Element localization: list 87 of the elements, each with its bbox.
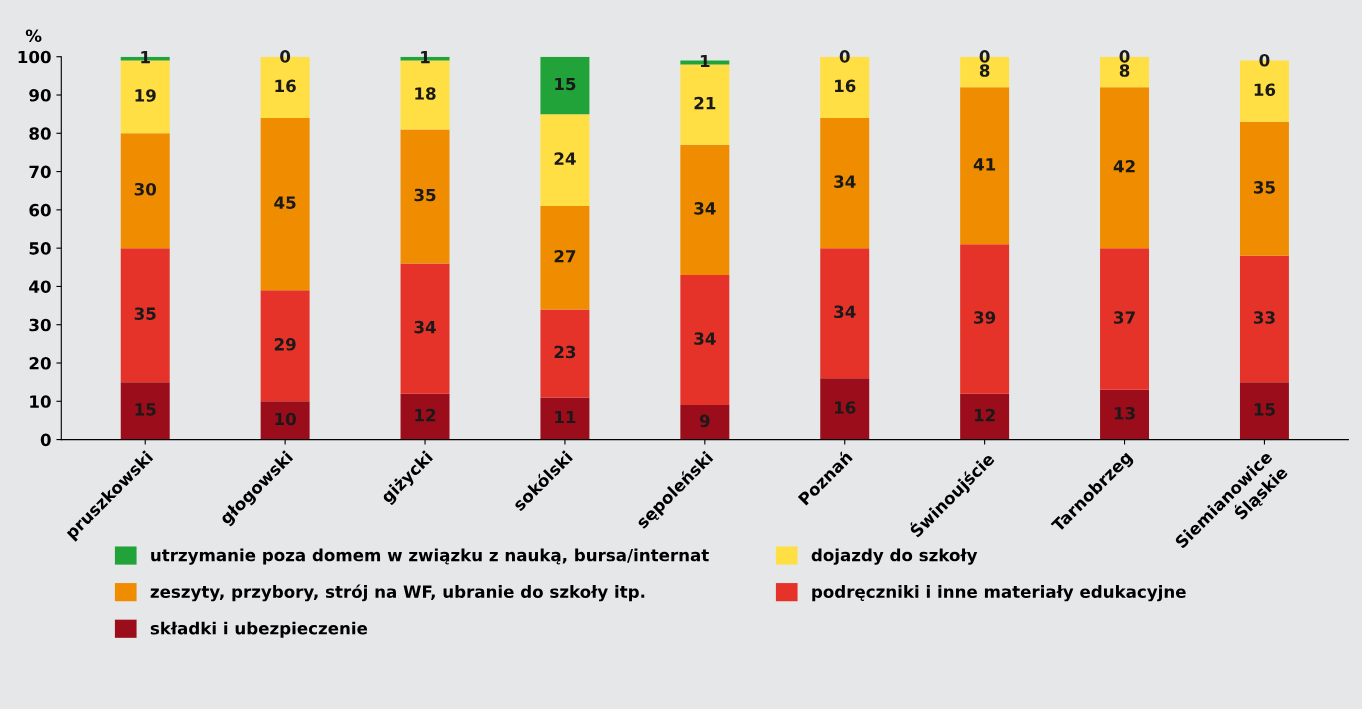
y-tick-label: 0 (40, 433, 51, 447)
bar (680, 274, 730, 406)
data-label: 37 (1114, 311, 1135, 324)
bar (400, 263, 450, 394)
data-label: 35 (414, 188, 436, 202)
data-label: 16 (275, 79, 296, 93)
bar (1239, 382, 1289, 440)
data-label: 34 (414, 320, 436, 334)
data-label: 1 (141, 51, 150, 64)
data-label: 13 (1114, 406, 1135, 420)
bar (820, 117, 870, 249)
data-label: 12 (415, 408, 436, 422)
data-label: 1 (421, 51, 430, 64)
data-label: 30 (134, 182, 157, 196)
data-label: 8 (979, 64, 990, 77)
data-label: 11 (555, 410, 576, 424)
data-label: 41 (973, 158, 996, 171)
bar (1100, 87, 1150, 249)
data-label: 33 (1253, 311, 1275, 324)
data-label: 29 (274, 338, 296, 351)
bar (1100, 248, 1150, 390)
bar (680, 144, 730, 275)
legend-label: podręczniki i inne materiały edukacyjne (812, 585, 1186, 602)
data-label: 35 (134, 307, 156, 320)
data-label: 16 (835, 79, 856, 93)
bar (680, 405, 730, 440)
data-label: 1 (700, 54, 710, 68)
data-label: 19 (135, 89, 156, 102)
bar (400, 129, 450, 264)
y-tick-label: 90 (29, 88, 51, 102)
y-tick-label: 80 (29, 127, 51, 140)
y-tick-label: 30 (29, 318, 51, 332)
bar (540, 56, 590, 115)
bar (400, 393, 450, 440)
bar (540, 309, 590, 398)
legend-label: składki i ubezpieczenie (150, 621, 368, 638)
y-tick-label: 100 (18, 50, 51, 64)
bar (820, 378, 870, 440)
y-axis-title: % (25, 29, 42, 43)
y-tick-label: 60 (29, 203, 51, 217)
bar (960, 244, 1010, 394)
bar (120, 248, 170, 383)
bar (260, 290, 310, 402)
y-tick-label: 40 (29, 280, 51, 294)
data-label: 34 (834, 175, 856, 188)
data-label: 34 (694, 332, 716, 345)
data-label: 21 (694, 96, 716, 110)
data-label: 34 (834, 305, 856, 319)
bar (260, 401, 310, 440)
data-label: 0 (1259, 53, 1270, 67)
data-label: 39 (974, 311, 996, 324)
bar (260, 117, 310, 291)
bar (540, 114, 590, 207)
data-label: 42 (1113, 159, 1135, 173)
data-label: 16 (1254, 83, 1276, 97)
data-label: 8 (1119, 64, 1130, 77)
data-label: 9 (699, 414, 710, 428)
data-label: 15 (135, 403, 156, 416)
bar (1239, 121, 1289, 256)
data-label: 35 (1253, 181, 1275, 194)
legend-label: dojazdy do szkoły (811, 548, 978, 565)
legend-label: zeszyty, przybory, strój na WF, ubranie do szkoły itp. (150, 584, 645, 602)
bar (960, 87, 1010, 245)
bar (820, 248, 870, 379)
bar (540, 206, 590, 310)
data-label: 10 (275, 412, 296, 426)
bar (540, 397, 590, 440)
data-label: 34 (694, 202, 716, 215)
bar (120, 382, 170, 440)
y-tick-label: 20 (29, 356, 51, 370)
data-label: 27 (554, 249, 576, 263)
data-label: 15 (555, 77, 576, 91)
y-tick-label: 50 (29, 242, 51, 255)
data-label: 18 (415, 87, 436, 100)
data-label: 24 (554, 152, 576, 165)
data-label: 23 (554, 345, 576, 359)
bar (120, 133, 170, 249)
data-label: 45 (274, 196, 296, 209)
data-label: 15 (1254, 403, 1275, 416)
bar (1100, 389, 1150, 440)
legend-label: utrzymanie poza domem w związku z nauką, bursa/internat (151, 548, 709, 565)
data-label: 16 (835, 401, 856, 414)
y-tick-label: 10 (30, 395, 51, 408)
data-label: 12 (974, 408, 995, 422)
bar (960, 393, 1010, 440)
bar (1239, 255, 1289, 383)
y-tick-label: 70 (29, 165, 51, 179)
